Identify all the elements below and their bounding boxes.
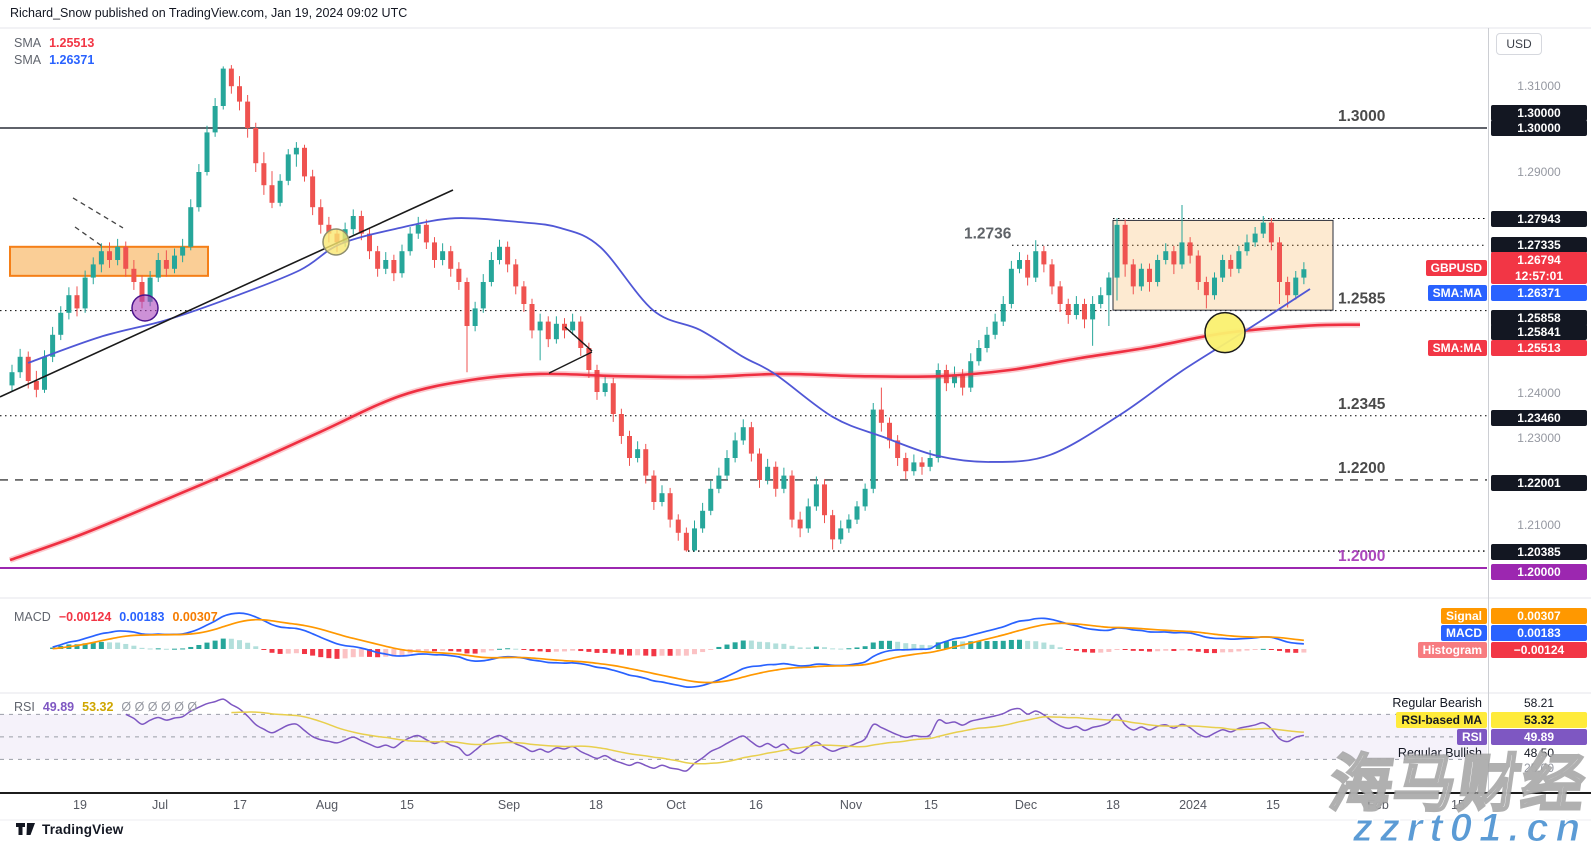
rsi-ma-value: 53.32: [82, 700, 114, 714]
price-axis-label: 1.26371: [1491, 285, 1587, 301]
price-axis-label: 1.25841: [1491, 324, 1587, 340]
time-axis-label: Dec: [1014, 798, 1038, 812]
plot-badge-sma-ma: SMA:MA: [1427, 285, 1487, 301]
tradingview-footer[interactable]: TradingView: [16, 820, 123, 838]
plot-badge-histogram: Histogram: [1417, 642, 1487, 658]
time-axis-label: 18: [1106, 798, 1120, 812]
price-axis-label: 49.89: [1491, 729, 1587, 745]
price-axis[interactable]: [1488, 28, 1591, 793]
svg-text:1.2200: 1.2200: [1338, 460, 1385, 477]
currency-button[interactable]: USD: [1496, 33, 1542, 55]
time-axis-label: Feb: [1367, 798, 1389, 812]
sma2-value: 1.26371: [49, 53, 95, 67]
macd-legend[interactable]: MACD −0.00124 0.00183 0.00307: [14, 610, 218, 624]
time-axis-label: Aug: [315, 798, 339, 812]
price-axis-label: 25.00: [1523, 761, 1555, 775]
price-axis-label: 53.32: [1491, 712, 1587, 728]
svg-text:1.2000: 1.2000: [1338, 548, 1385, 565]
price-axis-label: 0.00307: [1491, 608, 1587, 624]
rsi-label: RSI: [14, 700, 35, 714]
time-axis-label: 2024: [1179, 798, 1207, 812]
time-axis-label: 15: [1266, 798, 1280, 812]
macd-label: MACD: [14, 610, 51, 624]
time-axis-label: 16: [749, 798, 763, 812]
price-axis-label: 1.27943: [1491, 211, 1587, 227]
price-axis-label: 1.31000: [1517, 79, 1561, 93]
price-axis-label: 1.21000: [1517, 518, 1561, 532]
price-axis-label: 1.20000: [1491, 564, 1587, 580]
macd-signal-value: 0.00307: [172, 610, 218, 624]
time-axis-label: 15: [924, 798, 938, 812]
svg-text:1.2736: 1.2736: [964, 225, 1012, 242]
sma1-value: 1.25513: [49, 36, 95, 50]
time-axis-label: Jul: [152, 798, 168, 812]
svg-text:1.3000: 1.3000: [1338, 108, 1385, 125]
sma1-label: SMA: [14, 36, 42, 50]
price-axis-label: 48.50: [1523, 746, 1555, 760]
plot-badge-regular-bearish: Regular Bearish: [1392, 696, 1482, 710]
tradingview-brand-text: TradingView: [42, 821, 124, 837]
price-axis-label: 1.30000: [1491, 120, 1587, 136]
svg-text:1.2345: 1.2345: [1338, 396, 1386, 413]
price-axis-label: 1.30000: [1491, 105, 1587, 121]
price-axis-label: −0.00124: [1491, 642, 1587, 658]
plot-badge-rsi-based-ma: RSI-based MA: [1396, 712, 1487, 728]
price-axis-label: 1.26794 12:57:01: [1491, 252, 1587, 284]
price-axis-label: 1.25858: [1491, 310, 1587, 326]
rsi-value: 49.89: [42, 700, 75, 714]
price-axis-label: 0.00183: [1491, 625, 1587, 641]
plot-badge-macd: MACD: [1441, 625, 1487, 641]
svg-text:1.2585: 1.2585: [1338, 291, 1386, 308]
price-axis-label: 1.29000: [1517, 165, 1561, 179]
plot-badge-signal: Signal: [1440, 608, 1487, 624]
price-axis-label: 58.21: [1523, 696, 1555, 710]
time-axis-label: 15: [1451, 798, 1465, 812]
macd-hist-value: −0.00124: [58, 610, 112, 624]
rsi-params: Ø Ø Ø Ø Ø Ø: [121, 700, 198, 714]
time-axis-label: 15: [400, 798, 414, 812]
plot-badge-gbpusd: GBPUSD: [1425, 260, 1487, 276]
time-axis-label: 19: [73, 798, 87, 812]
sma-legend-row-1[interactable]: SMA 1.25513: [14, 36, 94, 50]
plot-badge-rsi: RSI: [1456, 729, 1487, 745]
rsi-legend[interactable]: RSI 49.89 53.32 Ø Ø Ø Ø Ø Ø: [14, 700, 197, 714]
price-axis-label: 1.25513: [1491, 340, 1587, 356]
macd-line-value: 0.00183: [119, 610, 165, 624]
time-axis-label: Oct: [666, 798, 686, 812]
time-axis-label: 18: [589, 798, 603, 812]
time-axis-label: 17: [233, 798, 247, 812]
tradingview-logo-icon: [16, 823, 35, 835]
price-axis-label: 1.24000: [1517, 386, 1561, 400]
price-axis-label: 1.27335: [1491, 237, 1587, 253]
plot-badge-regular-bullish: Regular Bullish: [1397, 746, 1482, 760]
price-axis-label: 1.20385: [1491, 544, 1587, 560]
sma-legend-row-2[interactable]: SMA 1.26371: [14, 53, 94, 67]
plot-badge-sma-ma: SMA:MA: [1427, 340, 1487, 356]
price-axis-label: 1.23460: [1491, 410, 1587, 426]
time-axis-label: Nov: [839, 798, 863, 812]
price-axis-label: 1.23000: [1517, 431, 1561, 445]
publish-title: Richard_Snow published on TradingView.co…: [10, 6, 408, 20]
price-axis-label: 1.22001: [1491, 475, 1587, 491]
sma2-label: SMA: [14, 53, 42, 67]
time-axis-label: Sep: [497, 798, 521, 812]
